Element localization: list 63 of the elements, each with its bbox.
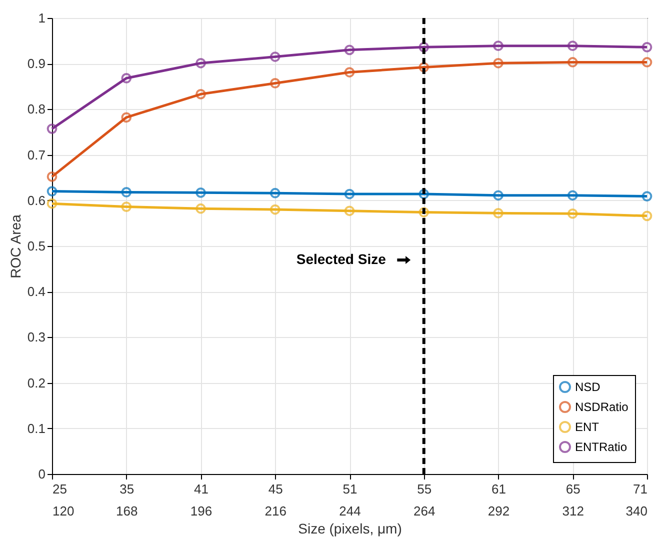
y-tick-label: 0.1 bbox=[27, 420, 46, 436]
point bbox=[567, 40, 578, 51]
y-tick-label: 0.4 bbox=[27, 284, 46, 300]
x-tick-label: 25 120 bbox=[52, 482, 74, 518]
point bbox=[344, 67, 355, 78]
point bbox=[196, 203, 206, 214]
point bbox=[493, 58, 504, 68]
y-tick-label: 0.5 bbox=[27, 238, 46, 254]
point bbox=[418, 188, 430, 200]
x-tick-label: 35 168 bbox=[116, 482, 138, 518]
x-tick-label: 55 264 bbox=[414, 482, 436, 518]
point bbox=[270, 188, 280, 198]
point bbox=[344, 44, 355, 56]
legend-label: NSD bbox=[575, 380, 601, 394]
y-tick-label: 0.6 bbox=[27, 192, 46, 208]
point bbox=[418, 207, 430, 218]
point bbox=[46, 186, 58, 196]
point bbox=[270, 78, 280, 88]
x-tick-label: 71 340 bbox=[626, 482, 648, 518]
point bbox=[418, 62, 430, 72]
point bbox=[270, 52, 280, 62]
ref-line-label: Selected Size bbox=[296, 251, 386, 267]
point bbox=[567, 208, 578, 219]
x-tick-label: 51 244 bbox=[339, 482, 361, 518]
point bbox=[642, 210, 652, 222]
point bbox=[121, 73, 132, 84]
point bbox=[46, 198, 58, 209]
legend-label: ENT bbox=[575, 420, 600, 434]
point bbox=[46, 124, 58, 134]
x-tick-label: 61 292 bbox=[488, 482, 510, 518]
y-tick-label: 0.9 bbox=[27, 56, 46, 72]
point bbox=[493, 208, 504, 218]
point bbox=[567, 57, 578, 68]
x-tick-label: 41 196 bbox=[190, 482, 212, 518]
point bbox=[196, 88, 206, 100]
legend-label: ENTRatio bbox=[575, 440, 628, 454]
point bbox=[418, 42, 430, 52]
y-tick-label: 0.7 bbox=[27, 147, 46, 162]
point bbox=[121, 112, 132, 123]
y-tick-label: 0 bbox=[38, 466, 46, 482]
point bbox=[196, 58, 206, 68]
point bbox=[196, 187, 206, 198]
point bbox=[642, 42, 652, 52]
point bbox=[493, 190, 504, 201]
point bbox=[642, 57, 652, 68]
point bbox=[642, 191, 652, 202]
y-axis-title: ROC Area bbox=[7, 214, 24, 278]
point bbox=[344, 188, 355, 200]
point bbox=[46, 172, 58, 182]
point bbox=[121, 187, 132, 198]
y-tick-label: 0.2 bbox=[27, 375, 46, 390]
y-tick-label: 0.8 bbox=[27, 102, 46, 117]
y-tick-label: 0.3 bbox=[27, 330, 46, 345]
x-axis-title: Size (pixels, μm) bbox=[298, 520, 402, 536]
x-tick-label: 45 216 bbox=[264, 482, 286, 518]
legend-label: NSDRatio bbox=[575, 400, 629, 414]
point bbox=[344, 206, 355, 216]
y-tick-label: 1 bbox=[38, 10, 46, 26]
point bbox=[493, 40, 504, 51]
point bbox=[567, 190, 578, 201]
point bbox=[121, 202, 132, 212]
x-tick-label: 65 312 bbox=[562, 482, 584, 518]
point bbox=[270, 204, 280, 215]
